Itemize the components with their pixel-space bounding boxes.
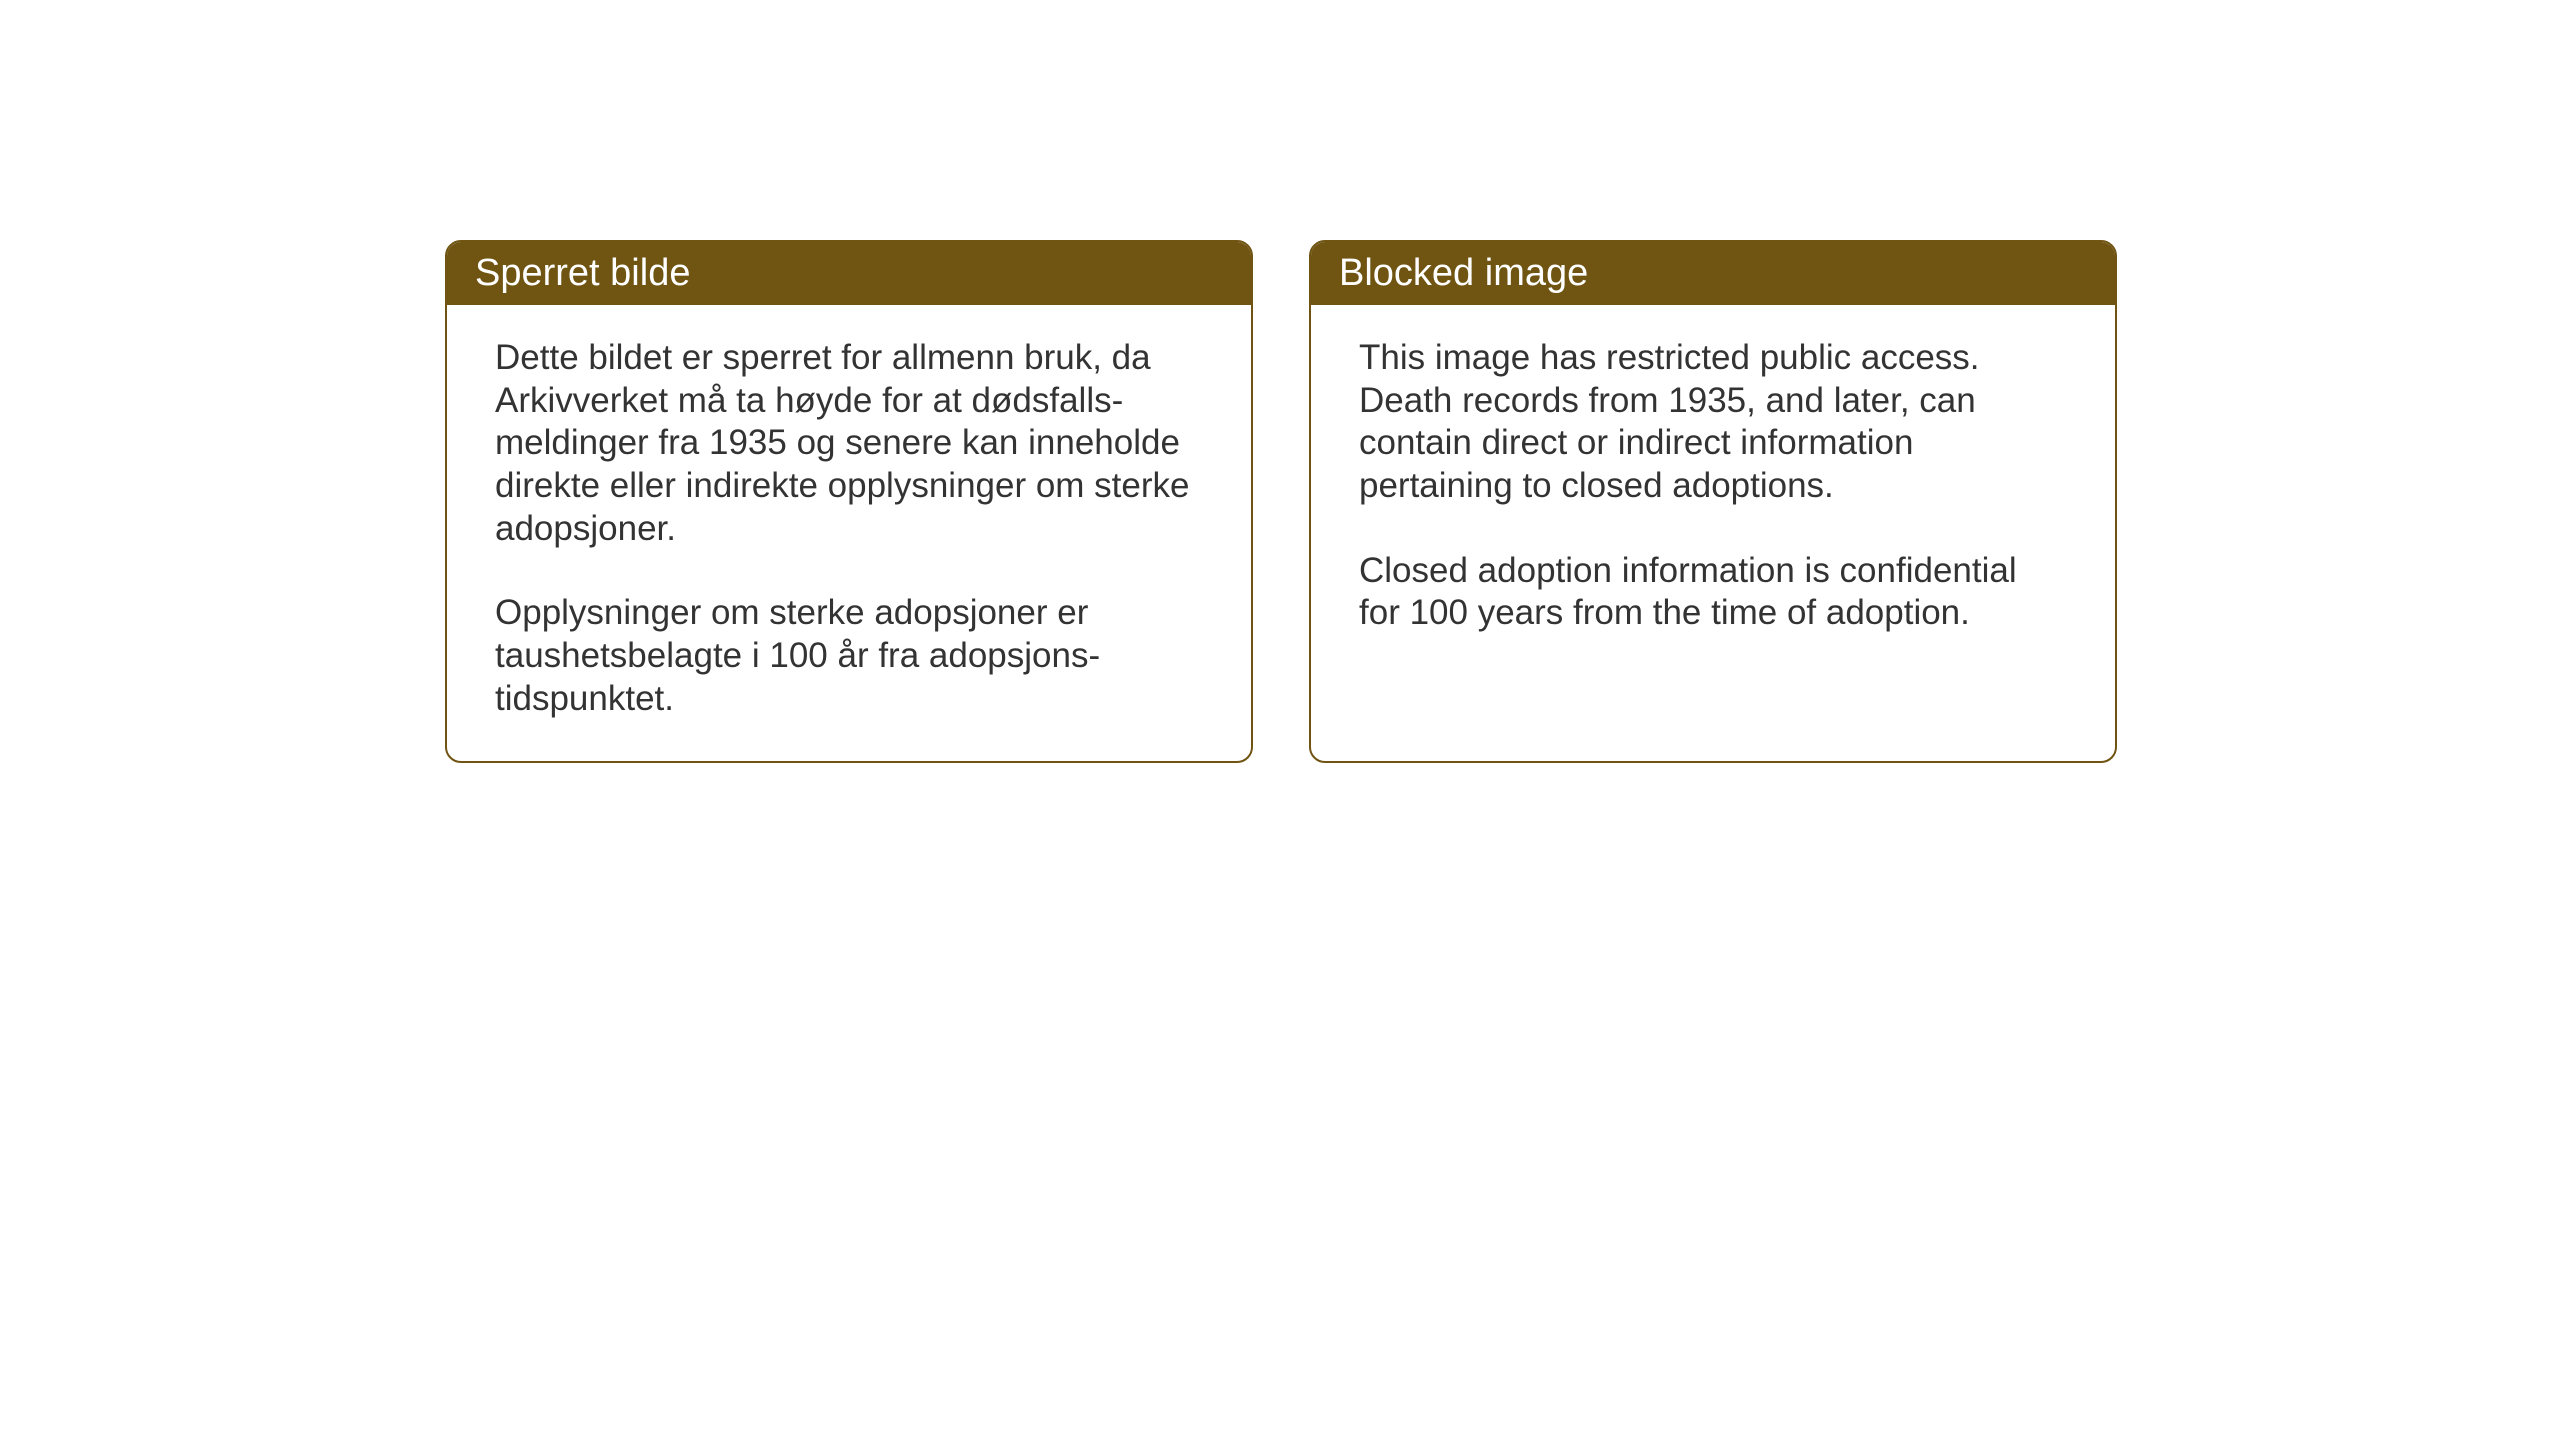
norwegian-paragraph-2: Opplysninger om sterke adopsjoner er tau… [495, 592, 1203, 720]
norwegian-card-title: Sperret bilde [475, 252, 690, 294]
english-paragraph-1: This image has restricted public access.… [1359, 337, 2067, 508]
english-card-body: This image has restricted public access.… [1311, 305, 2115, 675]
english-card-header: Blocked image [1311, 242, 2115, 305]
english-card-title: Blocked image [1339, 252, 1588, 294]
norwegian-paragraph-1: Dette bildet er sperret for allmenn bruk… [495, 337, 1203, 550]
notice-cards-container: Sperret bilde Dette bildet er sperret fo… [445, 240, 2117, 763]
english-notice-card: Blocked image This image has restricted … [1309, 240, 2117, 763]
norwegian-card-body: Dette bildet er sperret for allmenn bruk… [447, 305, 1251, 761]
norwegian-card-header: Sperret bilde [447, 242, 1251, 305]
english-paragraph-2: Closed adoption information is confident… [1359, 550, 2067, 635]
norwegian-notice-card: Sperret bilde Dette bildet er sperret fo… [445, 240, 1253, 763]
